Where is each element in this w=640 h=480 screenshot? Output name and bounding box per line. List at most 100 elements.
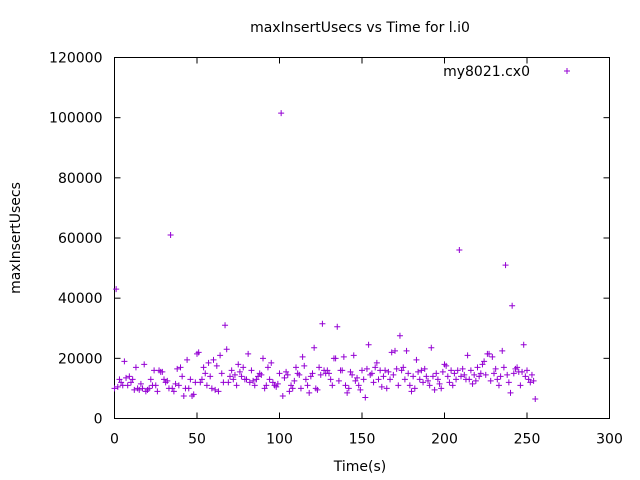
data-point [279, 392, 286, 399]
data-point [392, 347, 398, 354]
data-point [124, 382, 131, 389]
data-point [378, 383, 385, 390]
data-point [111, 385, 118, 392]
data-point [360, 376, 367, 383]
data-point [497, 373, 504, 380]
data-point [387, 376, 394, 383]
data-point [215, 388, 222, 395]
data-point [136, 386, 143, 393]
data-point [454, 367, 461, 374]
data-point [380, 373, 387, 380]
data-point [456, 247, 463, 254]
data-point [205, 359, 212, 366]
data-point [154, 388, 161, 395]
data-point [284, 371, 291, 378]
data-point [505, 379, 512, 386]
data-point [438, 385, 445, 392]
data-point [423, 373, 430, 380]
data-point [382, 367, 389, 374]
data-point [137, 380, 144, 387]
data-point [388, 349, 395, 356]
data-point [458, 373, 464, 380]
data-point [288, 382, 295, 389]
axis-tick-labels: 0 50 100 150 200 250 300 0 20000 40000 60000 80000 1… [49, 51, 623, 448]
data-point [413, 356, 420, 363]
data-point [448, 367, 455, 374]
data-point [431, 386, 438, 393]
data-point [212, 386, 219, 393]
data-point [344, 389, 351, 396]
y-tick-label: 80000 [58, 171, 103, 187]
data-point [421, 365, 428, 372]
y-tick-label: 120000 [49, 51, 102, 67]
data-point [492, 365, 499, 372]
data-point [301, 362, 308, 369]
x-tick-label: 150 [349, 432, 376, 448]
x-tick-label: 0 [110, 432, 119, 448]
data-point [401, 376, 408, 383]
data-point [311, 344, 318, 351]
data-point [269, 379, 276, 386]
x-axis-label: Time(s) [333, 459, 386, 475]
data-point [342, 382, 349, 389]
data-point [317, 371, 324, 378]
data-point [225, 379, 232, 386]
data-point [283, 368, 290, 375]
data-point [289, 385, 296, 392]
data-point [251, 382, 258, 389]
data-point [121, 358, 128, 365]
data-point [324, 367, 331, 374]
data-point [359, 367, 365, 374]
x-tick-label: 200 [431, 432, 458, 448]
data-point [147, 376, 154, 383]
data-point [263, 382, 270, 389]
data-point [385, 368, 392, 375]
data-point [400, 364, 407, 371]
data-point [420, 379, 427, 386]
data-point [357, 386, 364, 393]
legend: my8021.cx0 [443, 64, 570, 80]
data-point [200, 364, 207, 371]
data-point [519, 368, 526, 375]
data-point [319, 320, 326, 327]
data-point [231, 371, 238, 378]
data-point [461, 371, 468, 378]
data-point [174, 365, 181, 372]
data-point [446, 379, 453, 386]
data-point [248, 367, 255, 374]
data-point [169, 385, 176, 392]
data-point [532, 395, 539, 402]
data-point [291, 377, 298, 384]
data-point [286, 388, 293, 395]
data-point [177, 364, 184, 371]
data-point [141, 361, 148, 368]
data-point [375, 376, 382, 383]
data-points [111, 110, 539, 402]
data-point [113, 286, 120, 293]
data-point [425, 377, 431, 384]
data-point [276, 370, 283, 377]
data-point [368, 370, 375, 377]
data-point [116, 376, 123, 383]
data-point [302, 376, 309, 383]
data-point [128, 379, 134, 386]
data-point [408, 388, 415, 395]
data-point [296, 371, 303, 378]
data-point [517, 382, 524, 389]
data-point [482, 371, 489, 378]
data-point [327, 376, 334, 383]
y-tick-label: 0 [94, 412, 103, 428]
data-point [170, 388, 177, 395]
data-point [309, 370, 316, 377]
data-point [355, 382, 362, 389]
data-point [449, 382, 456, 389]
data-point [268, 359, 275, 366]
data-point [439, 368, 446, 375]
y-tick-label: 20000 [58, 351, 103, 367]
data-point [507, 389, 514, 396]
data-point [479, 361, 486, 368]
data-point [250, 377, 257, 384]
data-point [223, 346, 230, 353]
data-point [415, 368, 422, 375]
data-point [161, 376, 167, 383]
